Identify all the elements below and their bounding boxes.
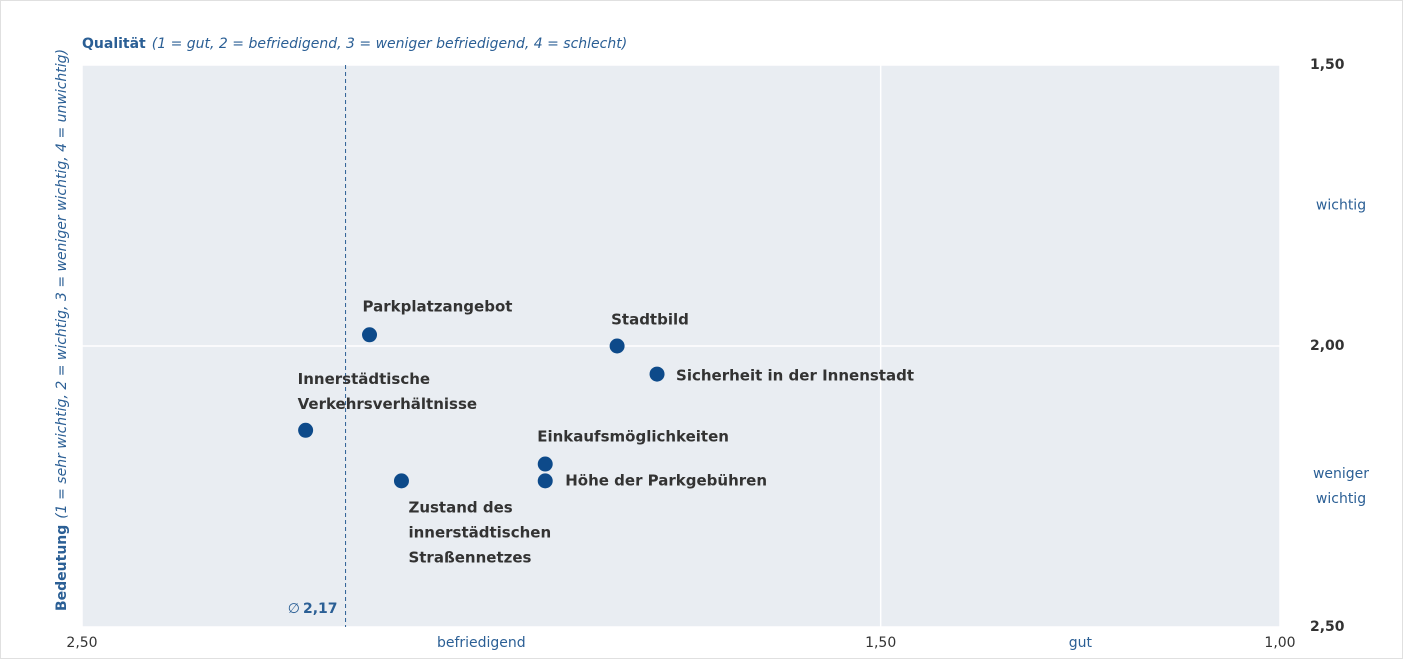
point-label: Sicherheit in der Innenstadt (676, 367, 914, 385)
x-tick-label: 2,50 (66, 635, 97, 651)
point (298, 422, 314, 438)
mean-symbol: ∅ (288, 601, 300, 617)
x-axis-title: Qualität (1 = gut, 2 = befriedigend, 3 = … (82, 36, 627, 52)
mean-value: 2,17 (303, 601, 338, 617)
point (537, 456, 553, 472)
point-label: innerstädtischen (408, 523, 551, 541)
point (362, 327, 378, 343)
x-label: Qualität (82, 36, 146, 52)
y-label: Bedeutung (54, 525, 70, 611)
y-axis-title: Bedeutung (1 = sehr wichtig, 2 = wichtig,… (54, 49, 70, 611)
y-region-label: wichtig (1316, 491, 1366, 507)
point (609, 338, 625, 354)
point-label: Innerstädtische (298, 370, 430, 388)
x-tick-label: 1,00 (1264, 635, 1295, 651)
point-label: Verkehrsverhältnisse (298, 395, 477, 413)
point-label: Parkplatzangebot (363, 297, 513, 315)
point (393, 473, 409, 489)
point (649, 366, 665, 382)
y-tick-label: 2,00 (1310, 338, 1345, 354)
point-label: Zustand des (408, 498, 512, 516)
x-tick-label: 1,50 (865, 635, 896, 651)
point (537, 473, 553, 489)
x-label-note: (1 = gut, 2 = befriedigend, 3 = weniger … (152, 36, 627, 52)
point-label: Straßennetzes (408, 548, 531, 566)
x-region-label: gut (1069, 635, 1093, 651)
point-label: Einkaufsmöglichkeiten (537, 428, 729, 446)
y-label-note: (1 = sehr wichtig, 2 = wichtig, 3 = weni… (54, 49, 70, 519)
y-region-label: wichtig (1316, 198, 1366, 214)
point-label: Stadtbild (611, 311, 689, 329)
x-region-label: befriedigend (437, 635, 526, 651)
y-tick-label: 1,50 (1310, 57, 1345, 73)
y-region-label: weniger (1313, 466, 1369, 482)
point-label: Höhe der Parkgebühren (565, 471, 767, 489)
mean-label: ∅ 2,17 (288, 601, 338, 617)
y-tick-label: 2,50 (1310, 619, 1345, 635)
